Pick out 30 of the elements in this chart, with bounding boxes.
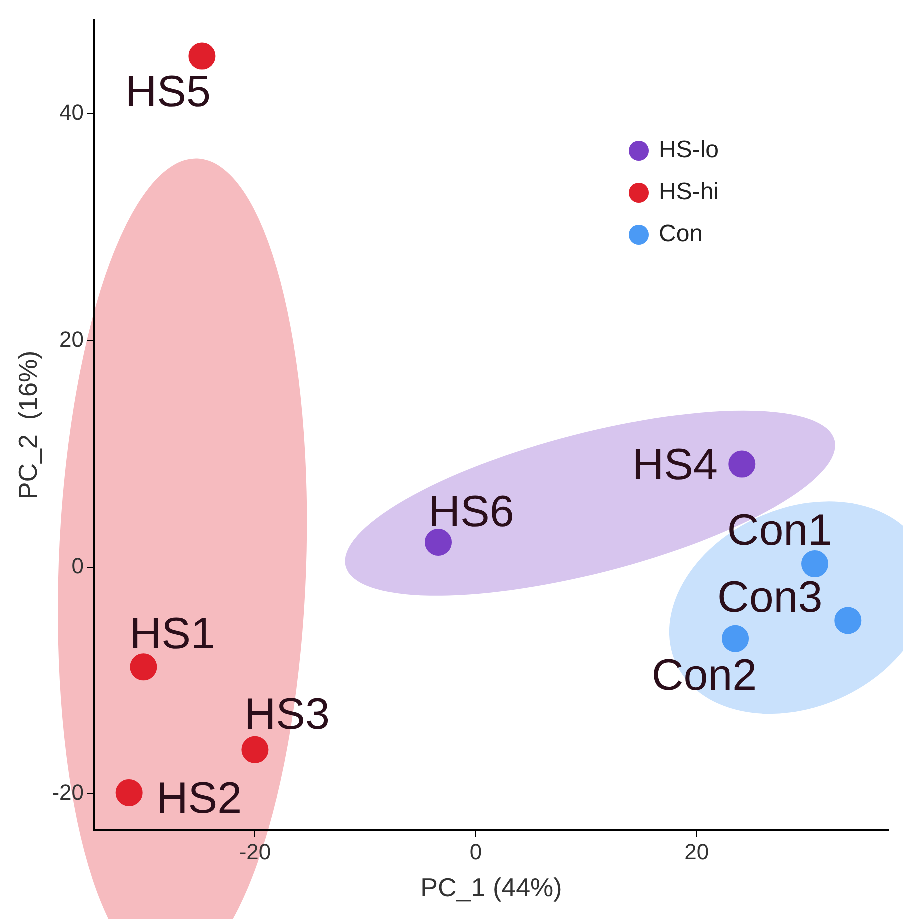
point: [425, 529, 452, 556]
data-label: HS2: [156, 774, 242, 824]
y-axis-title: PC_2 (16%): [12, 350, 43, 500]
x-tick-label: 20: [684, 840, 710, 865]
legend-label: HS-hi: [659, 178, 720, 206]
point: [116, 779, 143, 806]
point: [130, 654, 158, 681]
data-label: HS1: [130, 609, 216, 658]
y-tick-label: 40: [60, 100, 84, 126]
y-tick-label: -20: [52, 780, 84, 806]
point: [722, 625, 750, 652]
x-tick-label: 0: [470, 840, 482, 865]
legend-label: HS-lo: [659, 136, 720, 164]
point: [728, 450, 756, 478]
x-tick-label: -20: [239, 840, 272, 865]
y-tick-label: 0: [72, 554, 84, 579]
legend-label: Con: [659, 220, 704, 248]
point: [242, 736, 269, 764]
data-label: Con1: [727, 506, 833, 556]
y-tick-label: 20: [60, 326, 84, 352]
data-label: HS3: [244, 690, 330, 740]
data-label: HS6: [428, 488, 514, 537]
x-axis-title: PC_1 (44%): [420, 872, 562, 903]
point: [188, 42, 216, 70]
point: [802, 550, 829, 578]
data-label: Con3: [718, 572, 823, 622]
data-label: HS4: [632, 440, 718, 490]
data-label: Con2: [652, 650, 758, 700]
point: [834, 607, 862, 634]
data-label: HS5: [125, 67, 212, 116]
